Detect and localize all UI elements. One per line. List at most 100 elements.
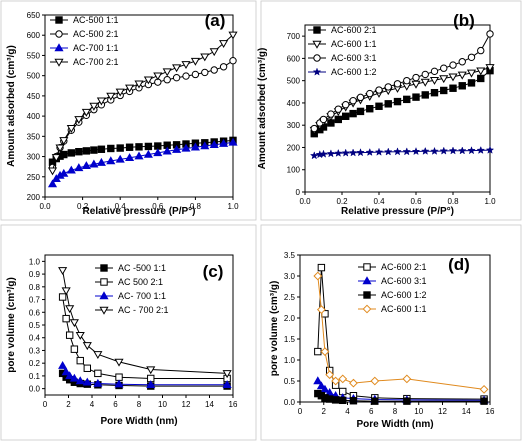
data-point [89,102,99,111]
data-point [75,331,85,340]
y-tick-label: 2.5 [284,293,296,302]
x-tick-label: 8 [137,400,142,409]
data-point [477,46,485,55]
data-point [457,146,467,155]
data-point [209,140,219,149]
data-point [356,148,365,157]
panel-frame [0,0,257,221]
y-tick-label: 350 [27,132,41,141]
data-point [228,31,238,40]
data-point [47,167,58,176]
legend-label: AC -500 1:1 [118,263,166,273]
legend-marker [363,291,371,299]
data-point [66,125,76,133]
data-point [326,149,336,158]
legend-label: AC-600 2:1 [381,262,427,272]
data-point [319,115,328,124]
data-point [313,271,323,281]
y-tick-label: 3.0 [284,272,296,281]
data-point [440,86,448,95]
data-point [449,61,457,69]
data-point [70,345,79,353]
data-point [334,115,343,124]
data-point [458,58,466,66]
legend-marker [55,30,63,38]
y-tick-label: 0.9 [29,270,41,279]
data-point [115,373,123,381]
x-tick-label: 0.6 [410,197,422,206]
data-point [153,72,163,81]
data-point [94,369,102,378]
series-2 [310,30,494,133]
data-point [320,347,330,357]
data-point [106,92,116,101]
y-tick-label: 0.5 [284,377,296,386]
legend-marker [313,54,321,62]
data-point [467,146,476,155]
data-point [81,108,91,117]
data-point [219,40,229,49]
panel-label: (b) [453,11,475,30]
data-point [125,153,135,161]
x-tick-label: 14 [462,407,471,416]
data-point [143,76,153,85]
x-tick-label: 4 [90,400,95,409]
series-0 [48,136,237,166]
data-point [146,380,156,389]
data-point [66,165,76,174]
series-line [314,70,491,135]
data-point [314,347,322,356]
data-point [331,396,340,404]
data-point [90,146,98,154]
legend-marker [100,264,108,272]
data-point [172,64,182,73]
data-point [96,157,106,166]
data-point [163,76,171,84]
legend-marker [362,304,372,314]
data-point [331,376,341,386]
data-point [115,88,125,97]
data-point [319,149,328,158]
data-point [485,145,495,154]
data-point [219,63,228,71]
data-point [144,142,153,151]
y-tick-label: 0.1 [29,372,41,381]
y-tick-label: 0.7 [29,296,41,305]
data-point [342,101,350,109]
legend-marker [313,26,321,34]
data-point [348,148,358,157]
x-tick-label: 0.0 [299,197,311,206]
data-point [67,149,76,157]
data-point [75,376,85,385]
data-point [334,148,343,157]
data-point [65,331,74,339]
series-3 [58,267,232,379]
x-tick-label: 2 [322,407,327,416]
x-tick-label: 10 [158,400,167,409]
series-3 [313,271,489,394]
data-point [430,146,439,155]
data-point [402,374,412,384]
data-point [365,147,375,156]
data-point [420,146,430,155]
data-point [356,107,365,116]
data-point [125,84,135,93]
data-point [476,67,486,76]
y-tick-label: 450 [27,92,41,101]
legend-marker [54,43,64,52]
data-point [366,89,374,98]
data-point [403,95,411,104]
data-point [115,154,125,163]
data-point [229,57,237,65]
legend-label: AC- 700 1:1 [118,291,166,301]
data-point [309,151,319,160]
series-line [62,270,228,374]
y-tick-label: 550 [27,51,41,60]
data-point [125,143,134,151]
series-0 [310,66,494,138]
data-point [393,80,402,88]
series-1 [58,293,231,383]
data-point [135,143,143,151]
y-tick-label: 2.0 [284,314,296,323]
legend-marker [54,58,64,67]
